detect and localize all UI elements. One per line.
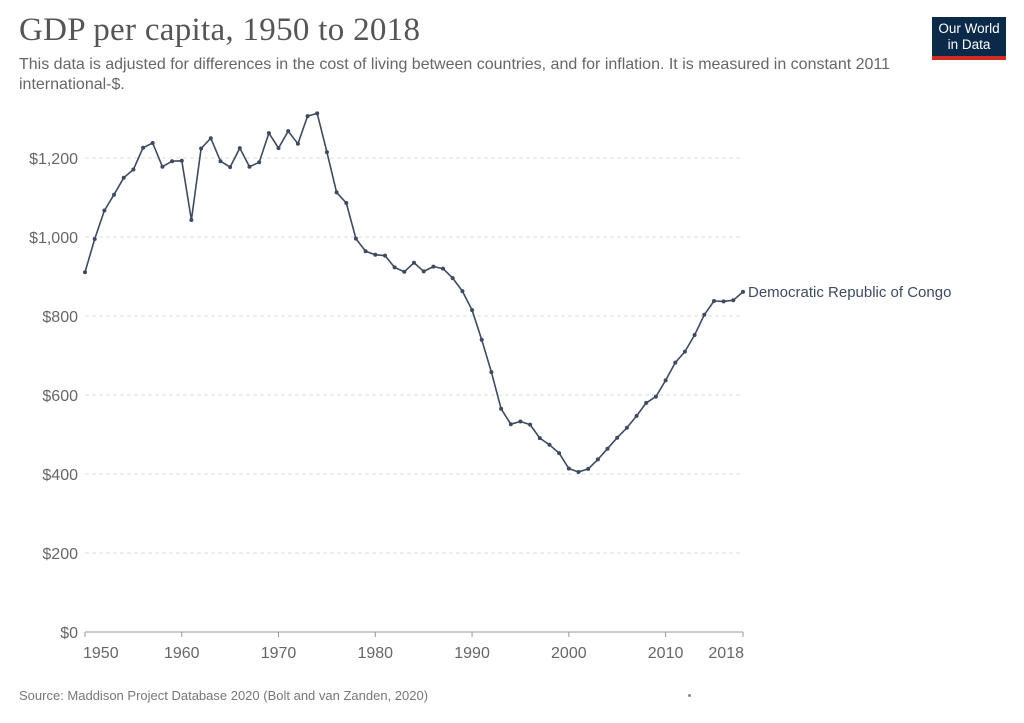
data-point [295, 141, 300, 146]
x-tick-label: 2018 [708, 645, 744, 662]
data-point [228, 165, 233, 170]
x-tick-label: 1990 [454, 645, 490, 662]
footer-dot [688, 694, 691, 697]
data-point [160, 164, 165, 169]
data-point [383, 253, 387, 258]
data-point [112, 192, 116, 197]
data-point [653, 394, 658, 399]
data-point [644, 400, 649, 405]
series-group: Democratic Republic of Congo [83, 111, 951, 474]
series-label: Democratic Republic of Congo [748, 284, 951, 301]
data-point [682, 349, 687, 354]
data-point [305, 114, 310, 119]
x-tick-label: 1960 [164, 645, 200, 662]
y-tick-label: $0 [60, 625, 78, 642]
data-point [731, 298, 736, 303]
data-point [460, 289, 465, 294]
data-point [189, 218, 194, 222]
x-tick-label: 2000 [551, 645, 587, 662]
data-point [702, 312, 707, 317]
data-point [712, 299, 716, 303]
logo-line-1: Our World [938, 21, 1000, 36]
data-point [170, 159, 175, 164]
data-point [499, 406, 504, 411]
y-tick-label: $800 [42, 309, 78, 326]
data-point [595, 457, 600, 462]
logo-line-2: in Data [947, 37, 991, 52]
data-point [402, 269, 407, 274]
data-point [692, 333, 697, 337]
data-point [721, 299, 726, 304]
data-point [199, 146, 204, 151]
data-point [450, 276, 455, 281]
data-point [344, 201, 349, 205]
data-point [557, 451, 562, 456]
chart-subtitle: This data is adjusted for differences in… [19, 56, 891, 93]
data-point [421, 269, 426, 274]
source-note[interactable]: Source: Maddison Project Database 2020 (… [19, 688, 429, 703]
y-tick-label: $200 [42, 546, 78, 563]
data-point [634, 413, 639, 418]
data-point [141, 145, 146, 150]
y-tick-label: $1,200 [29, 151, 78, 168]
data-point [363, 249, 368, 254]
y-axis-ticks: $0 $200 $400 $600 $800 $1,000 $1,200 [29, 151, 78, 642]
data-point [479, 337, 484, 342]
y-tick-label: $1,000 [29, 230, 78, 247]
data-point [663, 378, 668, 383]
gridlines [85, 157, 743, 554]
data-point [102, 208, 107, 213]
x-tick-label: 1950 [83, 645, 119, 662]
data-point [412, 260, 416, 265]
data-point [392, 265, 397, 270]
chart-title: GDP per capita, 1950 to 2018 [19, 12, 421, 48]
data-point [276, 146, 281, 151]
data-point [489, 370, 494, 375]
data-point [431, 264, 436, 269]
x-tick-label: 1980 [357, 645, 393, 662]
data-point [741, 289, 745, 294]
data-point [518, 419, 523, 424]
x-tick-label: 1970 [261, 645, 297, 662]
data-point [615, 435, 620, 440]
data-point [121, 175, 126, 180]
data-point [266, 131, 271, 136]
data-point [624, 425, 629, 430]
data-point [673, 360, 678, 365]
data-point [179, 158, 184, 163]
data-point [315, 111, 320, 116]
data-point [324, 150, 329, 155]
data-point [92, 237, 97, 241]
data-point [441, 266, 445, 271]
x-tick-label: 2010 [648, 645, 684, 662]
data-point [547, 442, 552, 447]
data-point [576, 470, 581, 474]
data-point [247, 164, 252, 169]
x-axis: 1950 1960 1970 1980 1990 2000 2010 2018 [83, 631, 744, 662]
y-tick-label: $400 [42, 467, 78, 484]
data-point [334, 190, 339, 195]
y-tick-label: $600 [42, 388, 78, 405]
data-point [257, 160, 262, 165]
data-point [508, 422, 513, 427]
owid-logo[interactable]: Our World in Data [932, 17, 1006, 60]
data-point [528, 422, 533, 427]
series-line [84, 112, 744, 473]
data-point [566, 466, 571, 471]
data-point [237, 146, 242, 151]
data-point [373, 252, 378, 257]
data-point [208, 136, 213, 141]
data-point [605, 446, 610, 451]
data-point [150, 141, 155, 145]
data-point [470, 308, 475, 313]
data-point [537, 436, 542, 441]
data-point [83, 270, 87, 275]
data-point [218, 159, 223, 164]
data-point [131, 167, 136, 172]
data-point [353, 236, 358, 241]
data-point [586, 466, 591, 471]
data-point [286, 129, 291, 134]
